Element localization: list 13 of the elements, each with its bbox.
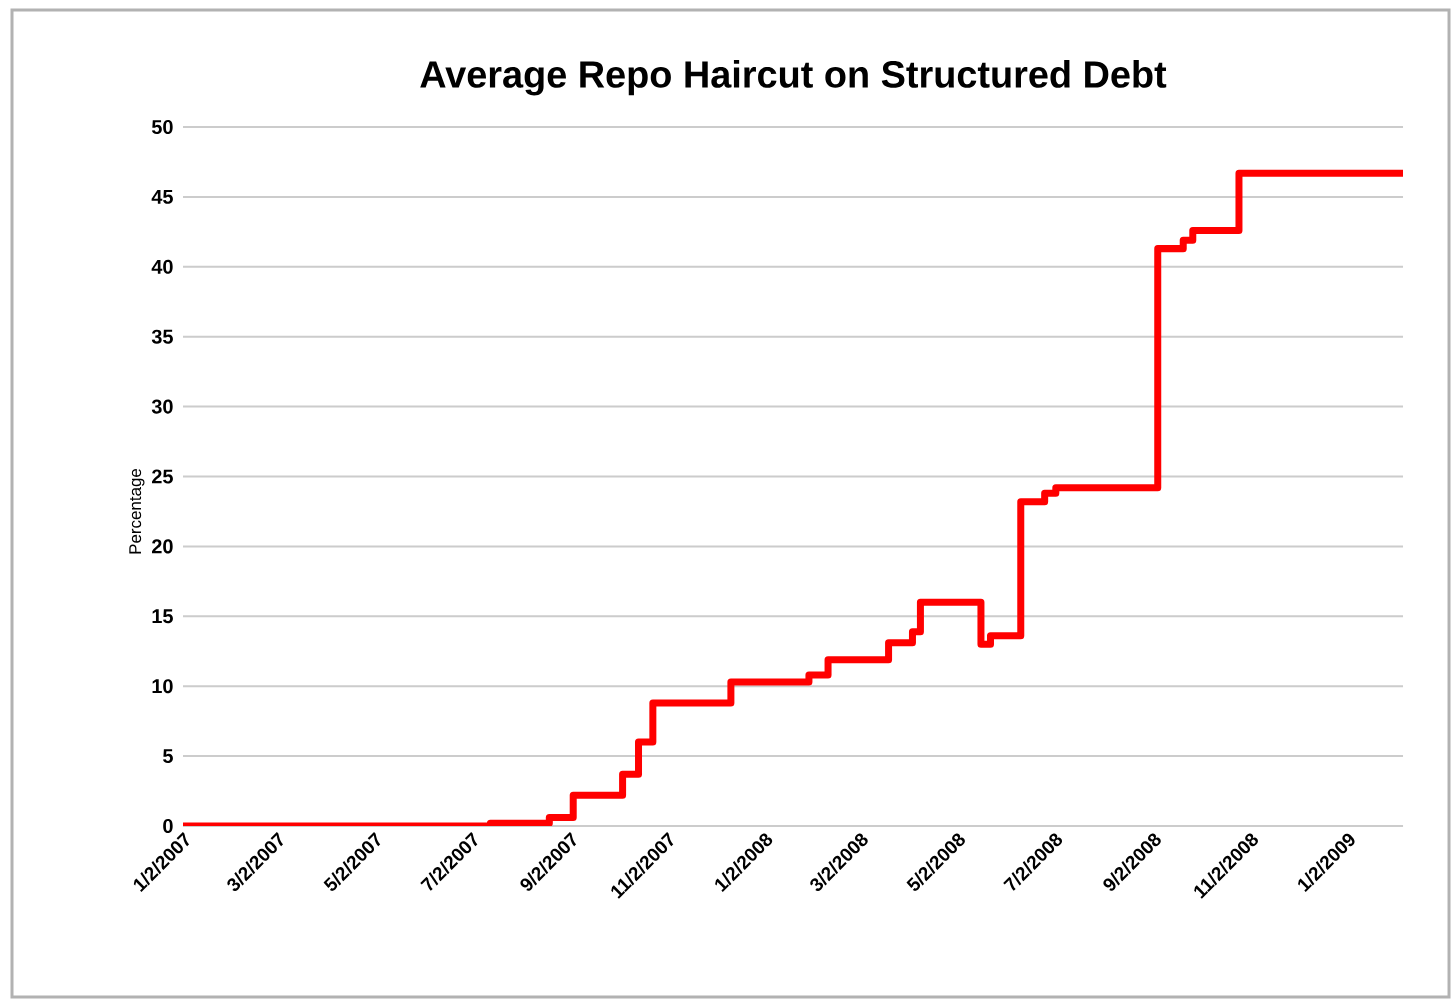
y-tick-label: 40	[151, 259, 173, 274]
y-tick-label: 30	[151, 399, 173, 414]
chart-title: Average Repo Haircut on Structured Debt	[420, 60, 1167, 96]
y-axis-title: Percentage	[129, 468, 145, 554]
y-tick-label: 5	[163, 749, 173, 764]
y-tick-label: 25	[152, 469, 173, 484]
y-tick-label: 10	[152, 679, 173, 694]
y-tick-label: 0	[163, 818, 173, 834]
y-tick-label: 45	[151, 189, 173, 204]
y-tick-label: 50	[151, 119, 173, 135]
y-tick-label: 20	[152, 539, 173, 554]
y-tick-label: 15	[152, 609, 173, 624]
y-tick-label: 35	[151, 329, 173, 344]
